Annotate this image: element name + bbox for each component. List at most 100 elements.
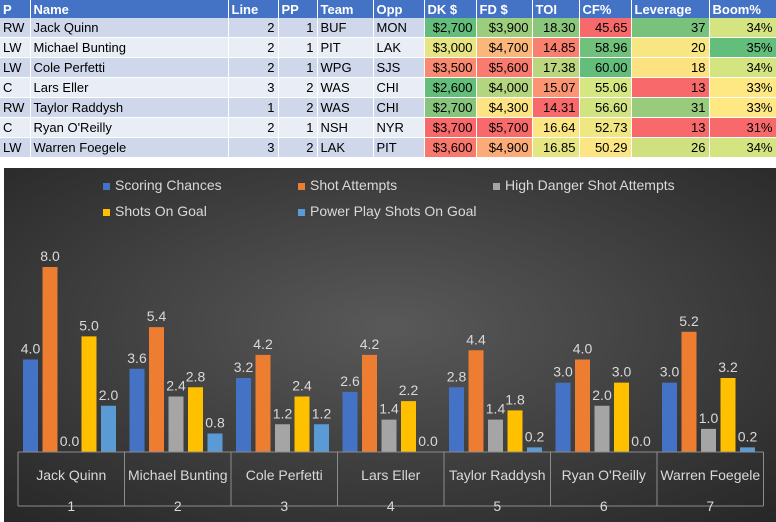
cell-pp: 1 [278, 18, 318, 38]
category-number: 3 [280, 498, 288, 514]
column-header: DK $ [424, 0, 477, 18]
data-label: 5.2 [679, 313, 699, 329]
cell-p: LW [0, 137, 31, 158]
cell-fd: $4,900 [476, 137, 533, 158]
category-label: Warren Foegele [660, 467, 760, 483]
bar-power-play-shots-on-goal [314, 424, 329, 452]
bar-scoring-chances [449, 387, 464, 452]
bar-shot-attempts [42, 267, 58, 452]
bar-high-danger-shot-attempts [381, 419, 397, 452]
cell-toi: 14.31 [532, 97, 580, 118]
data-label: 4.2 [360, 336, 380, 352]
cell-opp: SJS [373, 57, 425, 78]
cell-pp: 1 [278, 117, 318, 138]
cell-line: 1 [228, 97, 279, 118]
cell-boom: 31% [709, 117, 776, 138]
cell-team: LAK [317, 137, 374, 158]
bar-power-play-shots-on-goal [101, 405, 116, 452]
data-label: 5.0 [79, 317, 99, 333]
data-label: 3.6 [127, 350, 147, 366]
cell-name: Lars Eller [30, 77, 229, 98]
chart-legend: Scoring Chances Shot Attempts High Danger … [103, 177, 675, 219]
bar-high-danger-shot-attempts [701, 428, 716, 452]
column-header: Name [30, 0, 229, 18]
data-label: 0.0 [631, 433, 651, 449]
data-label: 1.4 [379, 401, 399, 417]
data-label: 0.2 [738, 428, 758, 444]
bar-shot-attempts [681, 331, 697, 452]
data-label: 5.4 [147, 308, 167, 324]
cell-cf: 45.65 [579, 18, 632, 38]
bar-shots-on-goal [294, 396, 310, 452]
data-label: 1.2 [273, 405, 293, 421]
cell-name: Jack Quinn [30, 18, 229, 38]
legend-swatch [298, 209, 305, 216]
cell-opp: CHI [373, 97, 425, 118]
cell-team: NSH [317, 117, 374, 138]
column-header: CF% [579, 0, 632, 18]
cell-pp: 1 [278, 37, 318, 58]
cell-opp: CHI [373, 77, 425, 98]
data-label: 4.4 [466, 331, 486, 347]
cell-cf: 56.60 [579, 97, 632, 118]
cell-boom: 33% [709, 97, 776, 118]
legend-swatch [103, 209, 110, 216]
data-label: 0.0 [60, 433, 80, 449]
bar-scoring-chances [129, 368, 145, 452]
data-label: 0.0 [418, 433, 438, 449]
legend-label: Scoring Chances [115, 177, 222, 193]
table-row: RW Taylor Raddysh 1 2 WAS CHI $2,700 $4,300 14.3… [0, 97, 776, 118]
category-number: 2 [174, 498, 182, 514]
cell-p: RW [0, 97, 31, 118]
legend-swatch [493, 183, 500, 190]
bar-power-play-shots-on-goal [527, 447, 542, 452]
bar-shots-on-goal [401, 401, 416, 452]
cell-name: Warren Foegele [30, 137, 229, 158]
cell-dk: $2,600 [424, 77, 477, 98]
data-label: 3.0 [612, 364, 632, 380]
legend-label: Shots On Goal [115, 203, 207, 219]
cell-lev: 37 [631, 18, 710, 38]
cell-fd: $4,700 [476, 37, 533, 58]
cell-opp: NYR [373, 117, 425, 138]
category-number: 7 [706, 498, 714, 514]
data-label: 1.4 [486, 401, 506, 417]
bar-shots-on-goal [614, 382, 629, 452]
data-label: 3.0 [553, 364, 573, 380]
category-label: Cole Perfetti [246, 467, 323, 483]
column-header: Opp [373, 0, 425, 18]
cell-pp: 2 [278, 77, 318, 98]
cell-name: Cole Perfetti [30, 57, 229, 78]
cell-boom: 34% [709, 57, 776, 78]
cell-cf: 60.00 [579, 57, 632, 78]
bar-high-danger-shot-attempts [168, 396, 184, 452]
bar-shots-on-goal [507, 410, 523, 452]
category-label: Michael Bunting [128, 467, 228, 483]
cell-lev: 13 [631, 117, 710, 138]
data-label: 3.0 [660, 364, 680, 380]
data-label: 3.2 [718, 359, 738, 375]
cell-toi: 14.85 [532, 37, 580, 58]
data-label: 8.0 [40, 248, 60, 264]
cell-p: RW [0, 18, 31, 38]
bar-power-play-shots-on-goal [207, 433, 223, 452]
stats-bar-chart: Scoring Chances Shot Attempts High Danger … [4, 168, 776, 522]
data-label: 1.8 [505, 391, 525, 407]
category-number: 5 [493, 498, 501, 514]
cell-dk: $3,500 [424, 57, 477, 78]
cell-fd: $5,700 [476, 117, 533, 138]
cell-team: WAS [317, 97, 374, 118]
category-axis: Jack Quinn 1 Michael Bunting 2 Cole Perfetti… [17, 451, 764, 514]
cell-boom: 34% [709, 18, 776, 38]
table-body: RW Jack Quinn 2 1 BUF MON $2,700 $3,900 18.30 45.… [0, 18, 776, 158]
chart-background [4, 168, 776, 522]
bar-shot-attempts [255, 354, 271, 452]
cell-p: LW [0, 37, 31, 58]
cell-line: 2 [228, 18, 279, 38]
cell-fd: $3,900 [476, 18, 533, 38]
column-header: Line [228, 0, 279, 18]
bar-scoring-chances [236, 378, 251, 452]
bar-shot-attempts [575, 359, 590, 452]
bar-power-play-shots-on-goal [740, 447, 755, 452]
cell-lev: 26 [631, 137, 710, 158]
